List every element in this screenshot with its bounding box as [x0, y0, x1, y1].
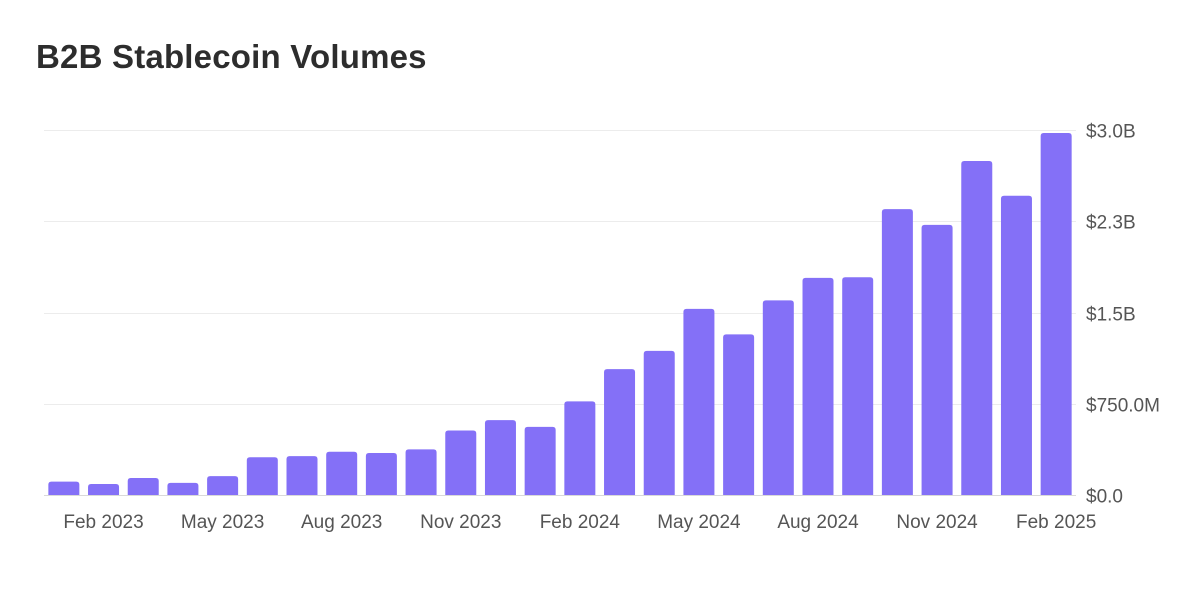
x-axis-ticks: Feb 2023 May 2023 Aug 2023 Nov 2023 Feb 2024… [63, 512, 1096, 533]
bar-apr-2024[interactable] [643, 350, 675, 495]
chart-title: B2B Stablecoin Volumes [36, 38, 427, 75]
bar-feb-2025[interactable] [1040, 133, 1072, 495]
bar-jun-2023[interactable] [246, 457, 278, 495]
bar-may-2023[interactable] [207, 476, 239, 495]
x-tick-label: Nov 2023 [420, 512, 501, 533]
x-tick-label: Feb 2025 [1016, 512, 1096, 533]
bar-jan-2024[interactable] [524, 426, 556, 495]
bar-feb-2024[interactable] [564, 401, 596, 495]
y-tick-label: $3.0B [1086, 122, 1136, 143]
bar-jan-2023[interactable] [48, 481, 80, 495]
bar-aug-2024[interactable] [802, 277, 834, 495]
bar-may-2024[interactable] [683, 308, 715, 495]
bar-mar-2024[interactable] [604, 369, 636, 495]
bar-mar-2023[interactable] [127, 477, 159, 495]
x-tick-label: Aug 2023 [301, 512, 382, 533]
bar-feb-2023[interactable] [88, 484, 120, 495]
bar-oct-2023[interactable] [405, 449, 437, 495]
bars-layer [48, 133, 1072, 496]
bar-nov-2024[interactable] [921, 224, 953, 495]
y-axis-ticks: $0.0 $750.0M $1.5B $2.3B $3.0B [1086, 122, 1160, 508]
x-tick-label: Feb 2023 [63, 512, 143, 533]
bar-dec-2023[interactable] [484, 420, 516, 495]
bar-sep-2023[interactable] [365, 453, 397, 495]
bar-sep-2024[interactable] [842, 277, 874, 495]
x-tick-label: Nov 2024 [896, 512, 978, 533]
bar-jan-2025[interactable] [1000, 195, 1032, 495]
x-tick-label: May 2023 [181, 512, 264, 533]
x-tick-label: Aug 2024 [777, 512, 859, 533]
y-tick-label: $0.0 [1086, 487, 1123, 508]
bar-apr-2023[interactable] [167, 482, 199, 495]
y-tick-label: $2.3B [1086, 213, 1136, 234]
bar-dec-2024[interactable] [961, 161, 993, 495]
x-tick-label: May 2024 [657, 512, 741, 533]
bar-jun-2024[interactable] [723, 334, 755, 495]
x-tick-label: Feb 2024 [540, 512, 621, 533]
y-tick-label: $1.5B [1086, 305, 1136, 326]
bar-oct-2024[interactable] [881, 209, 913, 496]
bar-jul-2023[interactable] [286, 456, 318, 495]
y-tick-label: $750.0M [1086, 396, 1160, 417]
bar-jul-2024[interactable] [762, 300, 794, 495]
grid-layer [44, 130, 1076, 496]
bar-aug-2023[interactable] [326, 451, 358, 495]
bar-nov-2023[interactable] [445, 430, 477, 495]
